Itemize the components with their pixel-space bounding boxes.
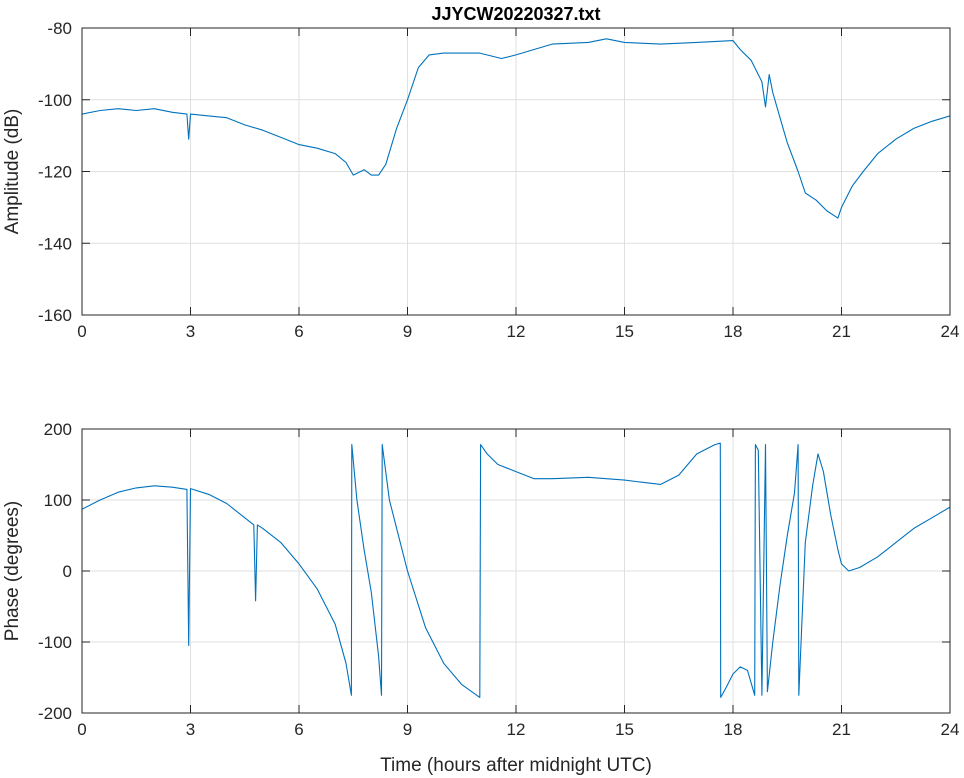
phase-x-tick-label: 3 xyxy=(186,720,195,739)
amplitude-x-tick-label: 24 xyxy=(941,322,960,341)
phase-x-tick-label: 12 xyxy=(507,720,526,739)
amplitude-series-line xyxy=(82,38,950,219)
amplitude-y-tick-label: -80 xyxy=(47,19,72,38)
amplitude-panel: 0 3 6 9 12 15 18 21 24 -80 -100 -120 -140 -160 Amplitu… xyxy=(2,4,959,341)
amplitude-x-tick-label: 0 xyxy=(77,322,86,341)
amplitude-y-tick-label: -100 xyxy=(38,91,72,110)
amplitude-x-tick-label: 12 xyxy=(507,322,526,341)
amplitude-x-tick-label: 6 xyxy=(294,322,303,341)
phase-series-line xyxy=(82,442,950,698)
phase-y-tick-label: 100 xyxy=(44,491,72,510)
amplitude-x-tick-label: 3 xyxy=(186,322,195,341)
phase-x-tick-label: 15 xyxy=(615,720,634,739)
phase-y-tick-label: 200 xyxy=(44,420,72,439)
amplitude-y-tick-label: -140 xyxy=(38,234,72,253)
amplitude-axes-box xyxy=(81,27,951,316)
amplitude-x-tick-label: 18 xyxy=(724,322,743,341)
phase-x-tick-label: 21 xyxy=(832,720,851,739)
phase-x-tick-label: 9 xyxy=(403,720,412,739)
phase-x-axis-label: Time (hours after midnight UTC) xyxy=(380,755,652,776)
amplitude-x-tick-label: 15 xyxy=(615,322,634,341)
amplitude-x-tick-label: 21 xyxy=(832,322,851,341)
amplitude-y-tick-label: -120 xyxy=(38,163,72,182)
phase-axes-box xyxy=(81,428,951,714)
phase-y-tick-label: -200 xyxy=(38,704,72,723)
amplitude-x-tick-label: 9 xyxy=(403,322,412,341)
phase-y-tick-label: -100 xyxy=(38,633,72,652)
phase-x-tick-label: 24 xyxy=(941,720,960,739)
amplitude-y-tick-label: -160 xyxy=(38,306,72,325)
phase-x-tick-label: 18 xyxy=(724,720,743,739)
phase-panel: 0 3 6 9 12 15 18 21 24 200 100 0 -100 -200 Phase (degr… xyxy=(2,420,959,776)
chart-title: JJYCW20220327.txt xyxy=(431,4,600,24)
phase-y-axis-label: Phase (degrees) xyxy=(2,501,23,641)
phase-x-tick-label: 6 xyxy=(294,720,303,739)
phase-x-tick-label: 0 xyxy=(77,720,86,739)
amplitude-y-axis-label: Amplitude (dB) xyxy=(2,109,23,235)
phase-y-tick-label: 0 xyxy=(63,562,72,581)
